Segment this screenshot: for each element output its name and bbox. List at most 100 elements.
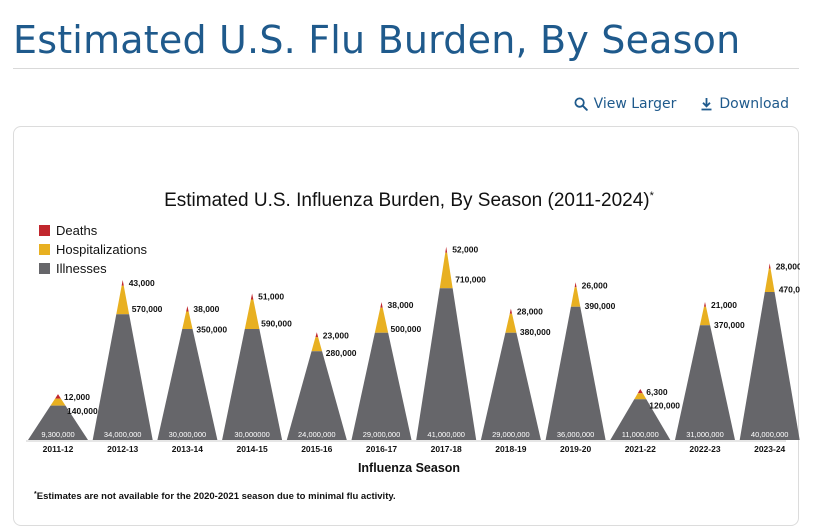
illnesses-label: 40,000,000: [751, 430, 789, 439]
illnesses-peak-2021-22: [610, 399, 671, 440]
illnesses-label: 30,000,000: [169, 430, 207, 439]
illnesses-peak-2014-15: [222, 329, 283, 440]
deaths-label: 28,000: [776, 261, 800, 271]
deaths-label: 21,000: [711, 300, 737, 310]
hospitalizations-label: 570,000: [132, 304, 163, 314]
deaths-peak-2013-14: [186, 305, 189, 312]
hospitalizations-label: 390,000: [585, 301, 616, 311]
hospitalizations-band-2012-13: [116, 285, 130, 315]
illnesses-peak-2013-14: [157, 329, 218, 440]
hospitalizations-band-2018-19: [505, 313, 517, 333]
hospitalizations-label: 350,000: [196, 324, 227, 334]
hospitalizations-band-2016-17: [374, 307, 389, 333]
x-tick-label: 2022-23: [689, 444, 720, 454]
illnesses-label: 30,000000: [234, 430, 269, 439]
hospitalizations-label: 500,000: [391, 324, 422, 334]
chart-card: Estimated U.S. Influenza Burden, By Seas…: [13, 126, 800, 526]
illnesses-peak-2015-16: [286, 351, 347, 440]
hospitalizations-band-2014-15: [244, 299, 260, 329]
deaths-peak-2015-16: [315, 332, 319, 338]
hospitalizations-band-2019-20: [570, 287, 581, 307]
x-tick-label: 2021-22: [625, 444, 656, 454]
chart-footnote: *Estimates are not available for the 202…: [34, 491, 396, 502]
deaths-label: 26,000: [582, 280, 608, 290]
hospitalizations-label: 380,000: [520, 327, 551, 337]
x-tick-label: 2012-13: [107, 444, 138, 454]
hospitalizations-band-2023-24: [764, 268, 775, 292]
illnesses-label: 34,000,000: [104, 430, 142, 439]
legend-swatch-illnesses: [39, 263, 50, 274]
hospitalizations-label: 470,000: [779, 284, 800, 294]
chart-title: Estimated U.S. Influenza Burden, By Seas…: [164, 190, 654, 211]
illnesses-peak-2022-23: [675, 325, 735, 440]
view-larger-link[interactable]: View Larger: [574, 96, 677, 112]
x-tick-label: 2015-16: [301, 444, 332, 454]
legend-label-hospitalizations: Hospitalizations: [56, 242, 148, 257]
illnesses-label: 29,000,000: [492, 430, 530, 439]
deaths-label: 38,000: [193, 304, 219, 314]
chart-title-mark: *: [650, 190, 655, 202]
deaths-label: 51,000: [258, 291, 284, 301]
deaths-peak-2019-20: [574, 282, 577, 288]
illnesses-label: 9,300,000: [41, 430, 74, 439]
deaths-peak-2021-22: [637, 389, 643, 394]
deaths-label: 43,000: [129, 278, 155, 288]
deaths-peak-2022-23: [703, 301, 707, 307]
footnote-mark: *: [34, 491, 37, 498]
x-tick-label: 2023-24: [754, 444, 785, 454]
x-tick-label: 2017-18: [431, 444, 462, 454]
legend-label-illnesses: Illnesses: [56, 261, 107, 276]
legend-swatch-deaths: [39, 225, 50, 236]
illnesses-peak-2016-17: [351, 332, 412, 440]
x-tick-label: 2011-12: [43, 444, 74, 454]
illnesses-peak-2012-13: [92, 314, 153, 440]
deaths-peak-2017-18: [445, 246, 448, 253]
x-tick-label: 2018-19: [495, 444, 526, 454]
hospitalizations-band-2011-12: [50, 398, 66, 406]
hospitalizations-band-2013-14: [182, 311, 193, 329]
illnesses-peak-2011-12: [28, 405, 88, 440]
hospitalizations-label: 370,000: [714, 320, 745, 330]
x-tick-label: 2013-14: [172, 444, 203, 454]
hospitalizations-band-2015-16: [311, 337, 323, 352]
deaths-peak-2018-19: [509, 308, 513, 314]
deaths-label: 28,000: [517, 307, 543, 317]
deaths-label: 52,000: [452, 245, 478, 255]
deaths-peak-2012-13: [121, 279, 124, 286]
page-title: Estimated U.S. Flu Burden, By Season: [13, 18, 741, 62]
hospitalizations-label: 140,000: [67, 406, 98, 416]
search-icon: [574, 97, 588, 111]
hospitalizations-band-2021-22: [634, 393, 647, 400]
download-link[interactable]: Download: [700, 96, 789, 112]
legend-swatch-hospitalizations: [39, 244, 50, 255]
illnesses-label: 24,000,000: [298, 430, 336, 439]
view-larger-label: View Larger: [593, 96, 677, 112]
illnesses-peak-2023-24: [739, 292, 800, 440]
illnesses-label: 31,000,000: [686, 430, 724, 439]
x-tick-label: 2014-15: [236, 444, 267, 454]
download-icon: [700, 97, 713, 111]
illnesses-peak-2017-18: [416, 288, 477, 440]
flu-burden-chart: Estimated U.S. Influenza Burden, By Seas…: [26, 190, 800, 502]
deaths-label: 6,300: [646, 387, 668, 397]
hospitalizations-band-2022-23: [699, 306, 711, 326]
hospitalizations-label: 280,000: [326, 348, 357, 358]
deaths-label: 12,000: [64, 392, 90, 402]
illnesses-peak-2018-19: [480, 332, 541, 440]
illnesses-label: 11,000,000: [622, 430, 659, 439]
hospitalizations-label: 120,000: [649, 400, 680, 410]
x-tick-label: 2016-17: [366, 444, 397, 454]
illnesses-label: 36,000,000: [557, 430, 595, 439]
illnesses-label: 41,000,000: [427, 430, 465, 439]
hospitalizations-band-2017-18: [439, 252, 453, 289]
legend-label-deaths: Deaths: [56, 223, 98, 238]
x-axis-title: Influenza Season: [358, 461, 460, 475]
hospitalizations-label: 590,000: [261, 318, 292, 328]
hospitalizations-label: 710,000: [455, 275, 486, 285]
title-divider: [13, 68, 799, 69]
footnote-text: Estimates are not available for the 2020…: [37, 491, 396, 502]
deaths-peak-2011-12: [55, 394, 61, 399]
deaths-peak-2014-15: [250, 293, 254, 300]
x-tick-label: 2019-20: [560, 444, 591, 454]
deaths-label: 38,000: [388, 300, 414, 310]
